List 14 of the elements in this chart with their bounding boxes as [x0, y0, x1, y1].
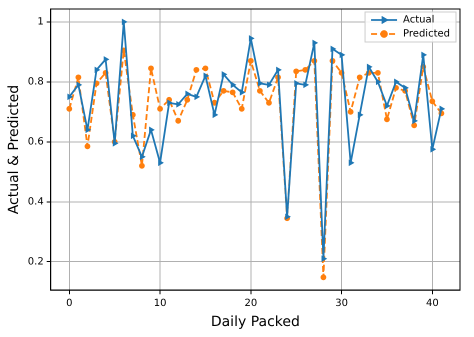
y-tick-label: 0.4	[28, 196, 44, 208]
x-tick-label: 0	[66, 298, 72, 309]
y-tick-label: 0.2	[28, 256, 44, 268]
y-tick-label: 0.6	[28, 136, 44, 148]
x-tick-label: 10	[154, 298, 166, 309]
x-tick-label: 30	[335, 298, 348, 309]
y-tick-label: 1	[37, 16, 44, 28]
x-axis-title: Daily Packed	[210, 314, 300, 330]
y-tick-label: 0.8	[28, 76, 44, 88]
x-tick-label: 40	[426, 298, 439, 309]
legend-label: Actual	[403, 14, 434, 26]
x-tick-label: 20	[244, 298, 258, 309]
legend-label: Predicted	[403, 28, 450, 40]
y-axis-title: Actual & Predicted	[6, 84, 22, 214]
